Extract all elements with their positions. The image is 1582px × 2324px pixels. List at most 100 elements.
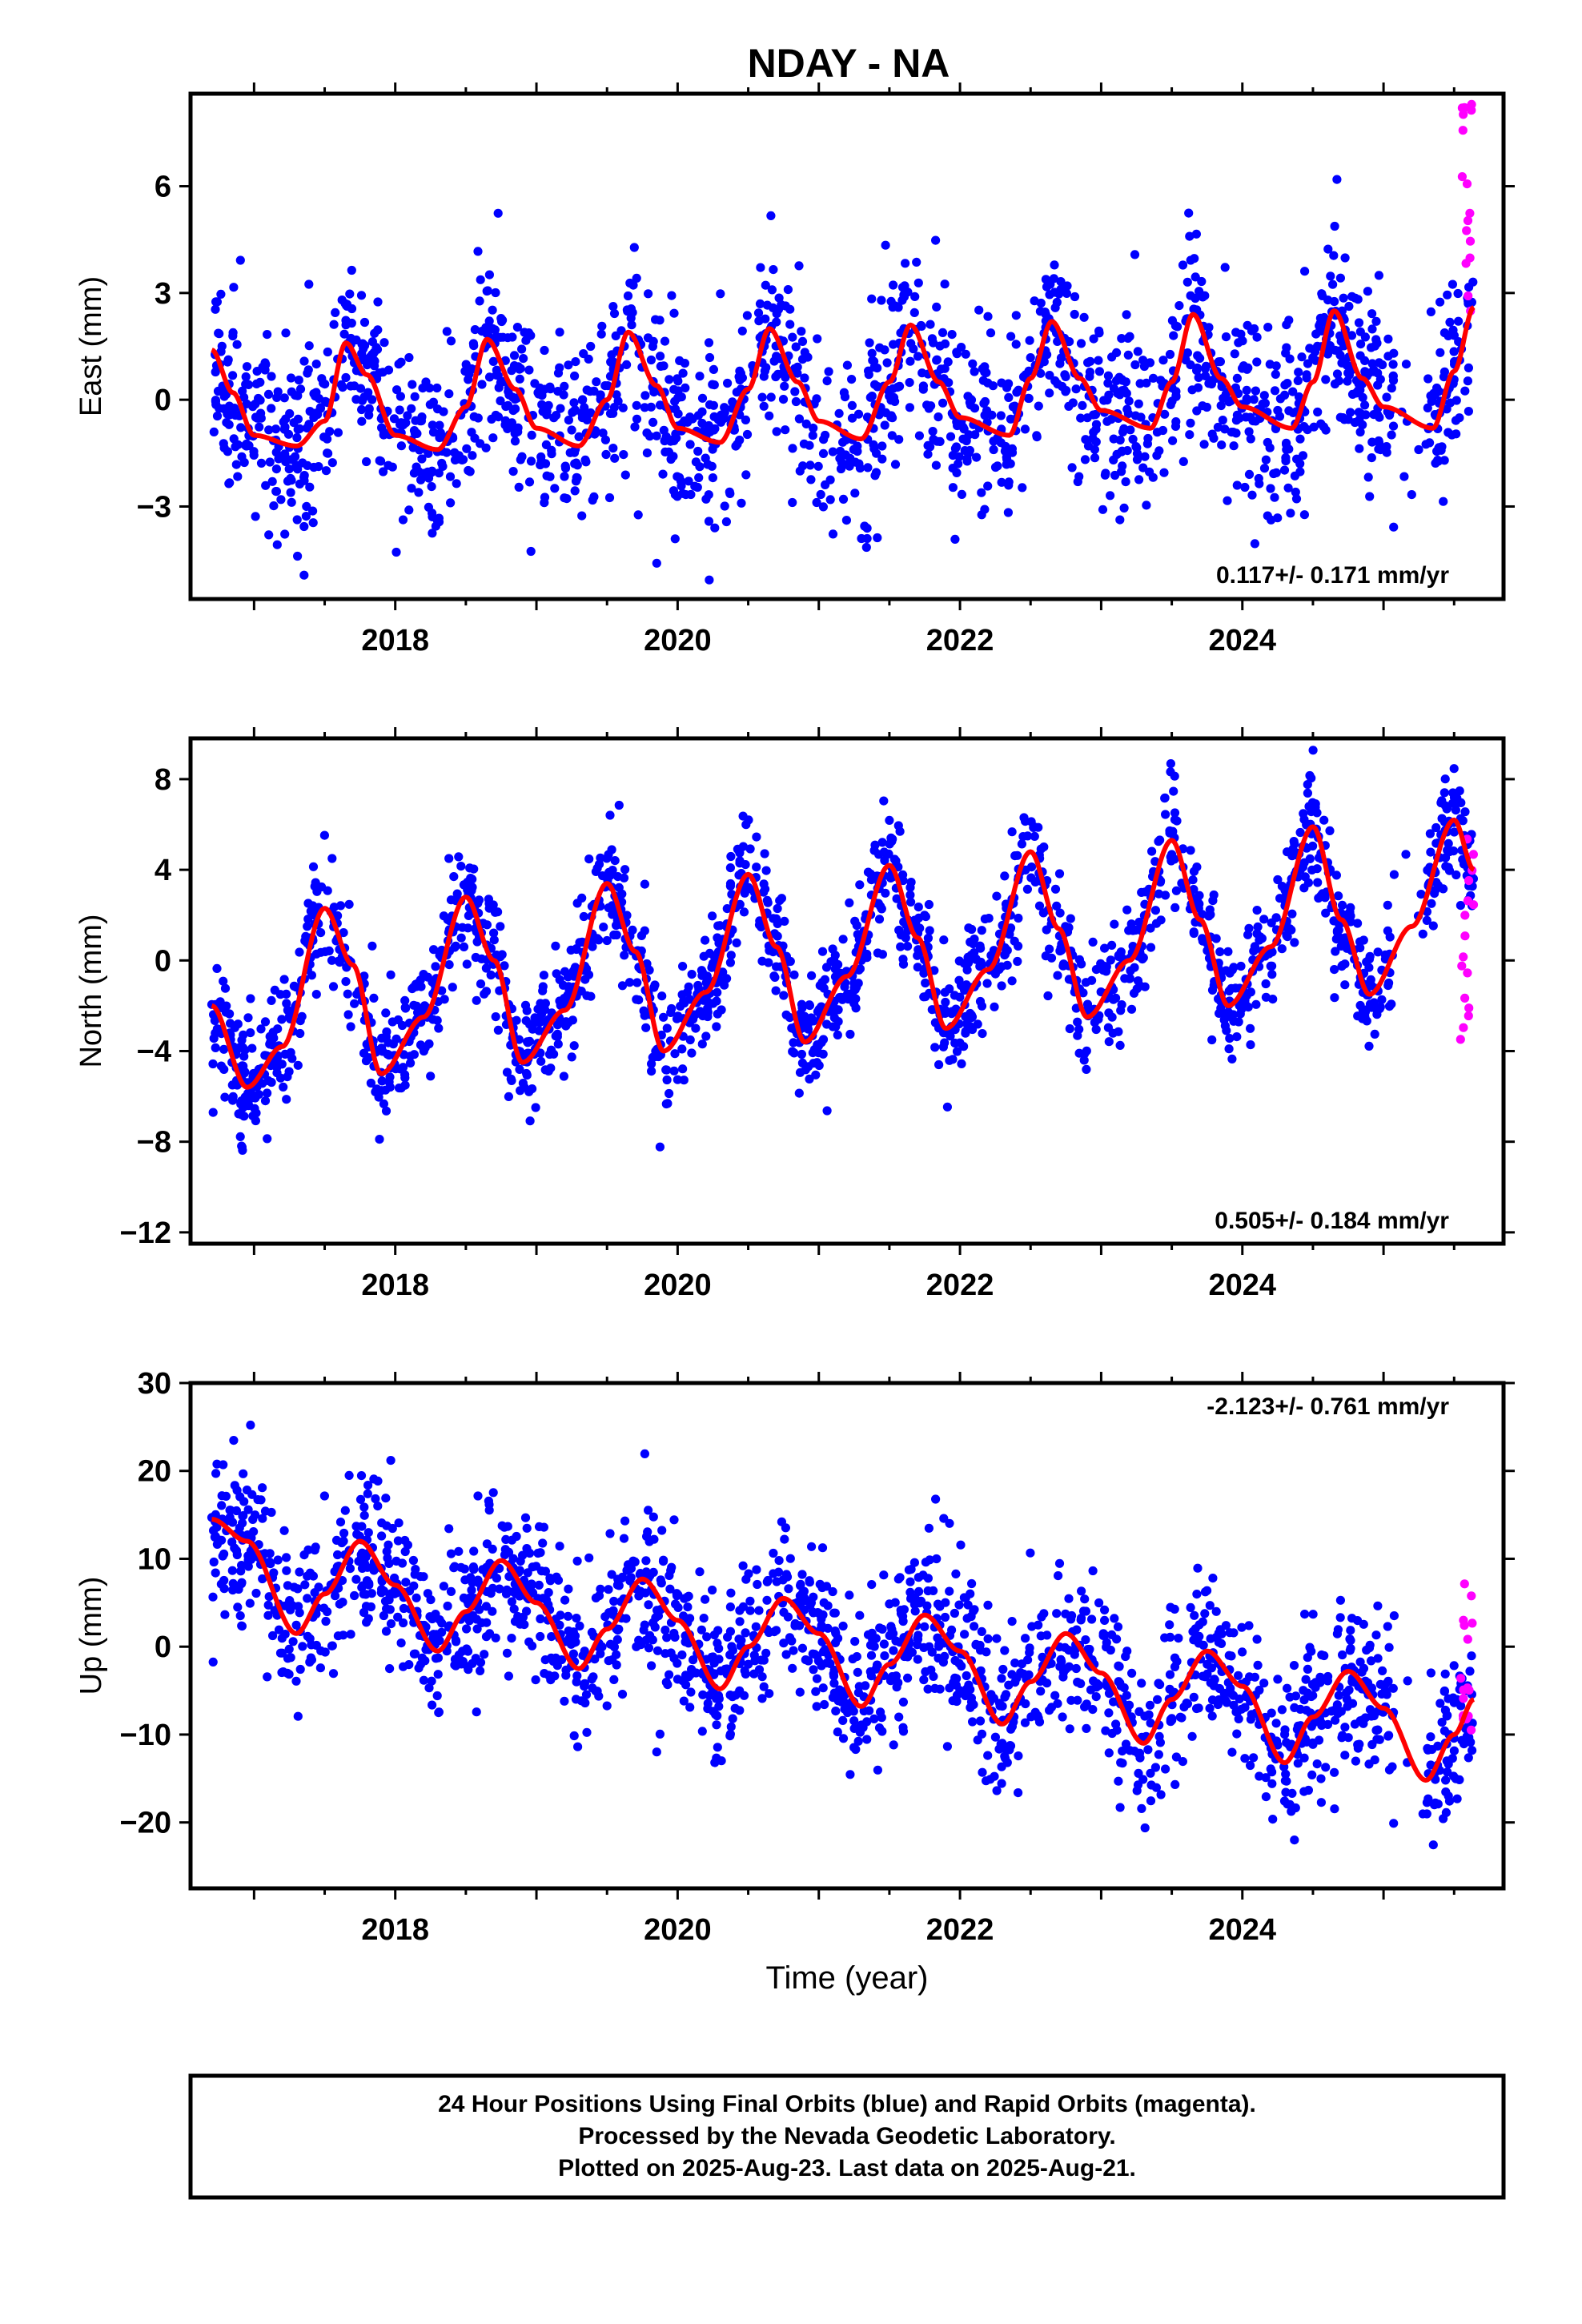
final-orbit-point (960, 446, 970, 456)
final-orbit-point (725, 958, 736, 967)
final-orbit-point (316, 928, 326, 938)
final-orbit-point (1313, 407, 1323, 417)
final-orbit-point (1465, 1667, 1475, 1676)
final-orbit-point (369, 993, 379, 1003)
final-orbit-point (564, 416, 574, 425)
final-orbit-point (880, 855, 889, 866)
final-orbit-point (551, 941, 560, 951)
final-orbit-point (640, 391, 650, 400)
final-orbit-point (1014, 1751, 1023, 1761)
x-tick-label: 2024 (1208, 1269, 1276, 1302)
final-orbit-point (418, 384, 428, 393)
final-orbit-point (1423, 1743, 1432, 1753)
final-orbit-point (1253, 1660, 1263, 1670)
final-orbit-point (1441, 1775, 1451, 1785)
final-orbit-point (755, 299, 765, 308)
final-orbit-point (260, 1096, 271, 1106)
final-orbit-points (209, 175, 1478, 585)
final-orbit-point (870, 471, 880, 480)
final-orbit-point (256, 458, 267, 468)
final-orbit-point (244, 1100, 254, 1110)
final-orbit-point (285, 408, 295, 419)
final-orbit-point (248, 402, 258, 412)
final-orbit-point (1213, 422, 1223, 432)
final-orbit-point (1439, 1687, 1449, 1696)
final-orbit-point (1244, 469, 1255, 480)
final-orbit-point (1267, 918, 1276, 927)
final-orbit-point (840, 1704, 849, 1714)
final-orbit-point (224, 420, 234, 429)
rapid-orbit-points (1456, 834, 1479, 1044)
final-orbit-point (1444, 847, 1455, 857)
final-orbit-point (388, 1039, 398, 1049)
final-orbit-point (766, 392, 776, 402)
final-orbit-point (228, 1578, 238, 1588)
final-orbit-point (544, 1588, 553, 1598)
final-orbit-point (923, 440, 933, 451)
final-orbit-point (694, 472, 704, 483)
final-orbit-point (565, 448, 575, 457)
final-orbit-point (1138, 463, 1148, 472)
final-orbit-point (1464, 406, 1473, 416)
final-orbit-point (805, 460, 815, 470)
final-orbit-point (982, 979, 992, 988)
final-orbit-point (913, 352, 923, 361)
final-orbit-point (741, 415, 751, 425)
final-orbit-point (715, 921, 725, 931)
final-orbit-point (311, 388, 321, 397)
final-orbit-point (1308, 746, 1318, 755)
final-orbit-point (1277, 882, 1287, 891)
final-orbit-point (1251, 999, 1261, 1009)
final-orbit-point (625, 278, 635, 288)
final-orbit-point (901, 259, 910, 268)
final-orbit-point (1168, 826, 1178, 836)
final-orbit-point (1186, 418, 1195, 428)
final-orbit-point (1227, 1747, 1237, 1757)
final-orbit-point (359, 317, 370, 328)
final-orbit-point (488, 1606, 497, 1616)
final-orbit-point (420, 1043, 430, 1052)
final-orbit-point (863, 463, 873, 472)
final-orbit-point (1265, 360, 1275, 369)
final-orbit-point (604, 493, 615, 503)
final-orbit-point (1207, 429, 1217, 439)
final-orbit-point (1240, 1754, 1250, 1763)
final-orbit-point (1220, 424, 1230, 434)
final-orbit-point (1305, 854, 1315, 863)
final-orbit-point (367, 395, 377, 404)
final-orbit-point (622, 360, 632, 369)
final-orbit-point (364, 410, 374, 420)
final-orbit-point (1074, 1024, 1084, 1034)
final-orbit-point (563, 991, 572, 1000)
final-orbit-point (1299, 814, 1309, 824)
final-orbit-point (303, 368, 312, 378)
final-orbit-point (1242, 385, 1251, 395)
final-orbit-point (1389, 522, 1399, 532)
final-orbit-point (416, 416, 425, 426)
final-orbit-point (836, 992, 845, 1002)
final-orbit-point (1126, 919, 1136, 929)
final-orbit-point (1140, 1823, 1150, 1833)
final-orbit-point (1148, 373, 1158, 383)
final-orbit-point (1025, 336, 1034, 345)
final-orbit-point (623, 291, 633, 301)
final-orbit-point (1460, 807, 1470, 817)
final-orbit-point (299, 476, 309, 485)
final-orbit-point (1186, 291, 1195, 300)
final-orbit-point (889, 1740, 898, 1750)
final-orbit-point (319, 1491, 329, 1501)
final-orbit-point (925, 926, 934, 935)
final-orbit-point (924, 899, 934, 910)
final-orbit-point (1220, 263, 1230, 272)
final-orbit-point (978, 376, 988, 385)
final-orbit-point (261, 480, 271, 490)
final-orbit-point (412, 428, 422, 439)
final-orbit-point (226, 1019, 235, 1028)
final-orbit-point (1312, 341, 1323, 351)
final-orbit-point (1004, 477, 1014, 487)
final-orbit-point (1091, 965, 1101, 975)
final-orbit-point (874, 915, 885, 924)
final-orbit-point (1134, 475, 1144, 485)
final-orbit-point (1321, 375, 1331, 384)
